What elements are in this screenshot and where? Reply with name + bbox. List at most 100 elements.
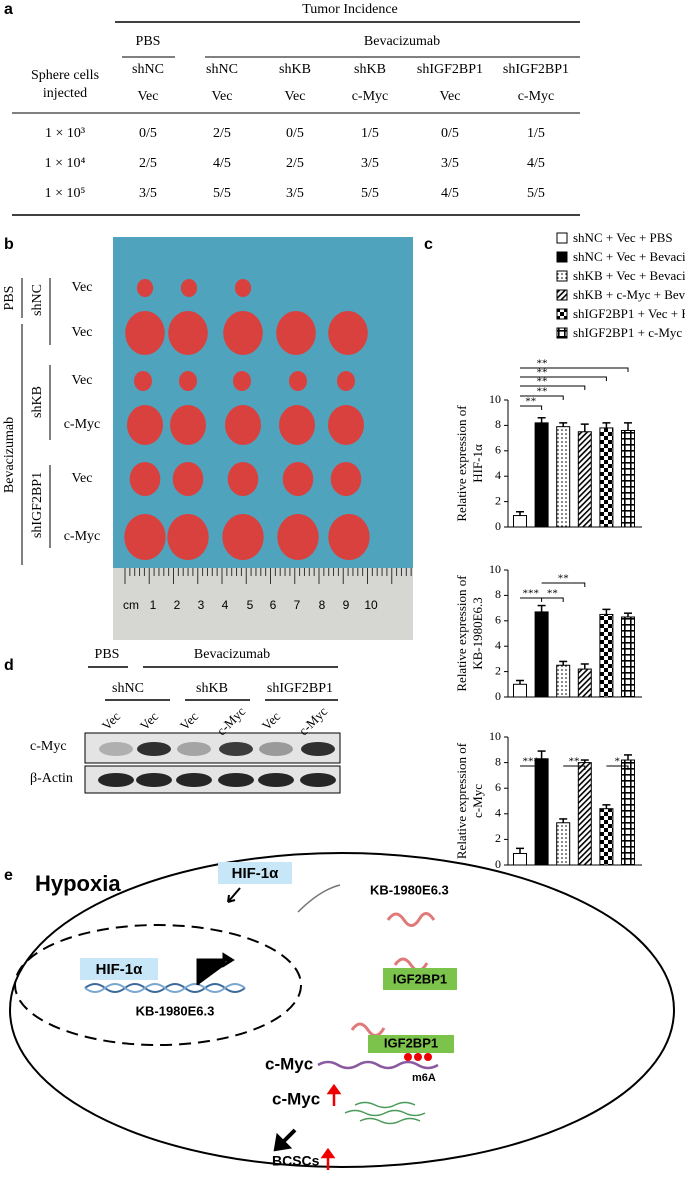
bar <box>513 515 527 528</box>
lncrna <box>386 912 436 927</box>
band <box>177 742 211 756</box>
tumor <box>136 279 154 297</box>
tumor <box>277 514 319 560</box>
ruler-label: 6 <box>270 598 277 612</box>
treatment-label: PBS <box>2 286 17 311</box>
ruler-label: 9 <box>343 598 350 612</box>
tumor <box>179 371 197 391</box>
tumor <box>125 311 165 355</box>
treatment-label: PBS <box>95 647 120 662</box>
significance-bracket <box>520 395 564 400</box>
y-tick-label: 10 <box>489 392 501 406</box>
cell: 0/5 <box>286 126 304 141</box>
band <box>98 773 134 787</box>
group-label: shIGF2BP1 <box>30 472 45 538</box>
tumor <box>330 462 362 496</box>
cell: 3/5 <box>361 156 379 171</box>
row-label: 1 × 10³ <box>45 126 85 141</box>
panel-label: c <box>424 236 433 253</box>
tumor <box>289 371 307 391</box>
tumor <box>276 311 316 355</box>
protein-label: c-Myc <box>30 739 67 754</box>
m6a-site <box>424 1053 432 1061</box>
blot-strip <box>84 732 341 764</box>
arrow <box>273 1128 297 1152</box>
diagram-title: Hypoxia <box>35 871 121 896</box>
bar <box>534 611 549 698</box>
significance-label: ** <box>537 367 548 379</box>
significance-bracket <box>563 765 586 770</box>
cell: 1/5 <box>527 126 545 141</box>
lane-label: Vec <box>259 709 284 734</box>
tumor <box>127 405 163 445</box>
significance-label: ** <box>547 588 558 600</box>
ruler-label: 4 <box>222 598 229 612</box>
tumor <box>134 371 152 391</box>
group-label: shIGF2BP1 <box>267 681 333 696</box>
bar <box>556 426 571 528</box>
arrow <box>227 887 241 903</box>
y-tick-label: 6 <box>495 780 501 794</box>
significance-bracket <box>520 367 629 372</box>
bar <box>621 759 635 866</box>
protein-box <box>368 1035 454 1053</box>
tumor <box>124 514 166 560</box>
band <box>219 742 253 756</box>
y-tick-label: 8 <box>495 417 501 431</box>
tumor <box>167 514 209 560</box>
tumor <box>170 405 206 445</box>
tumor <box>168 311 208 355</box>
protein-label: IGF2BP1 <box>384 1035 438 1050</box>
significance-label: *** <box>523 756 540 768</box>
up-arrow <box>326 1083 342 1106</box>
cell: 4/5 <box>441 186 459 201</box>
y-tick-label: 0 <box>495 689 501 703</box>
band <box>300 773 336 787</box>
mrna <box>344 1101 426 1125</box>
dna <box>84 983 246 993</box>
cell: 3/5 <box>286 186 304 201</box>
y-tick-label: 2 <box>495 831 501 845</box>
y-axis-label: Relative expression of <box>454 742 469 859</box>
bar <box>534 758 549 866</box>
bar <box>577 668 592 698</box>
protein-box <box>80 958 158 980</box>
significance-label: *** <box>523 588 540 600</box>
cell: 5/5 <box>361 186 379 201</box>
tumor <box>282 462 314 496</box>
significance-bracket <box>606 765 629 770</box>
y-tick-label: 4 <box>495 638 501 652</box>
ruler-label: 2 <box>174 598 181 612</box>
column-header: Vec <box>138 89 159 104</box>
group-label: shKB <box>196 681 228 696</box>
y-tick-label: 8 <box>495 754 501 768</box>
protein-box <box>218 862 292 884</box>
band <box>301 742 335 756</box>
up-arrow <box>320 1147 336 1170</box>
row-label: Vec <box>72 325 93 340</box>
legend-label: shIGF2BP1 + Vec + Bevacizumab <box>573 306 685 321</box>
protein-label: IGF2BP1 <box>393 971 447 986</box>
significance-bracket <box>520 376 607 381</box>
table: Tumor Incidence PBS Bevacizumab Sphere c… <box>12 2 580 216</box>
ruler-label: cm <box>123 598 139 612</box>
tumor <box>279 405 315 445</box>
band <box>136 773 172 787</box>
bar <box>599 808 614 866</box>
western-blot: PBS Bevacizumab shNC shKB shIGF2BP1 c-My… <box>30 647 341 794</box>
mrna <box>317 1060 439 1070</box>
ruler-label: 7 <box>294 598 301 612</box>
significance-label: ** <box>525 396 536 408</box>
tumor <box>234 279 252 297</box>
y-axis-label: Relative expression of <box>454 405 469 522</box>
y-tick-label: 0 <box>495 519 501 533</box>
ruler-label: 3 <box>198 598 205 612</box>
significance-label: ** <box>537 358 548 370</box>
legend-swatch <box>556 251 568 263</box>
treatment-label: Bevacizumab <box>194 647 270 662</box>
row-label: Vec <box>72 471 93 486</box>
legend-label: shNC + Vec + PBS <box>573 230 673 245</box>
row-label: 1 × 10⁴ <box>45 156 86 171</box>
y-axis-label: KB-1980E6.3 <box>470 597 485 670</box>
